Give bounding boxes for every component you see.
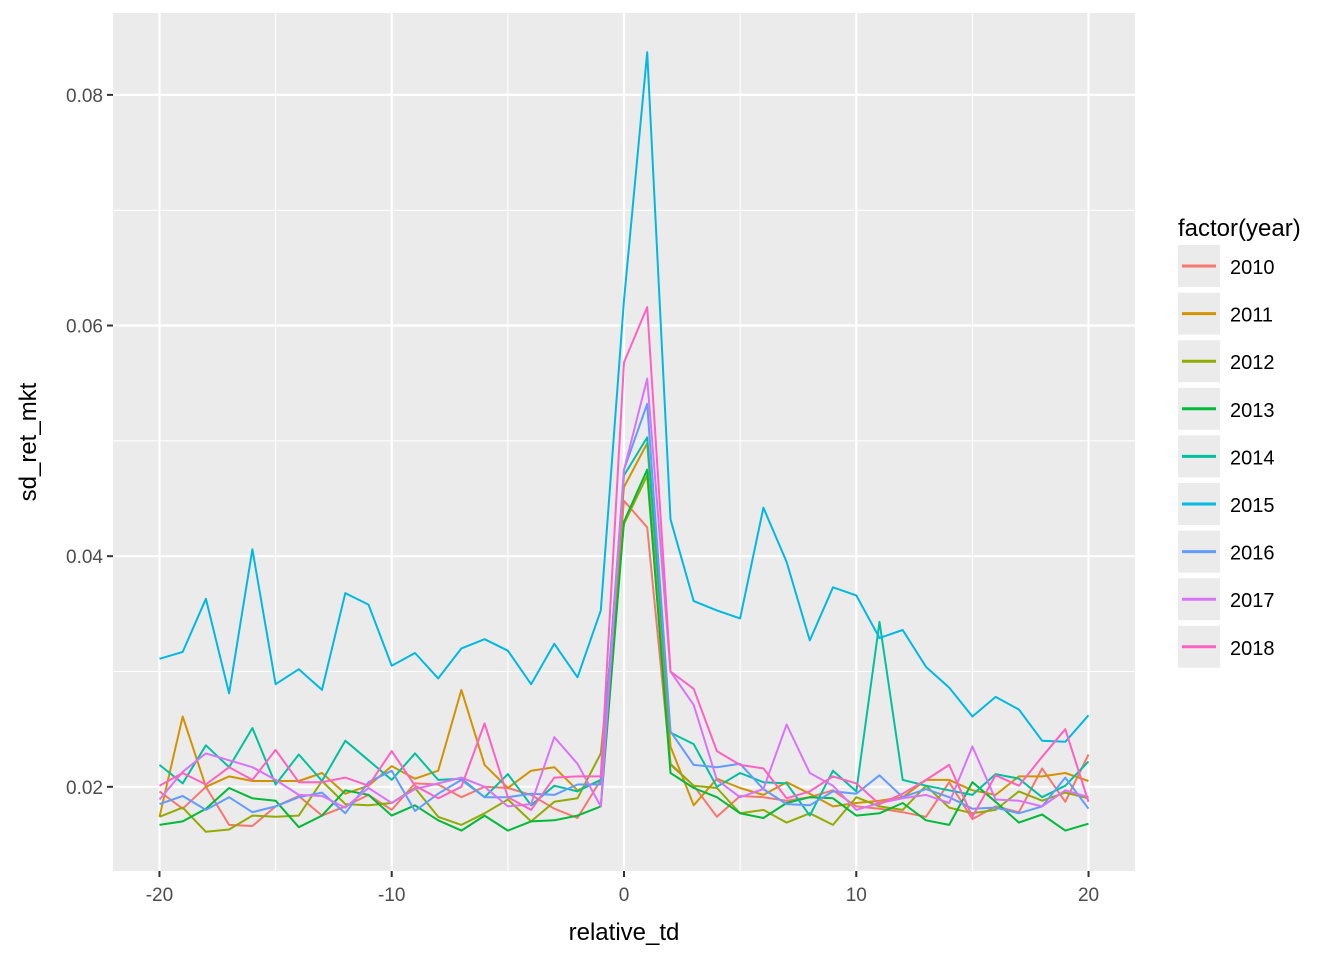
legend-item-2012: 2012	[1178, 340, 1275, 383]
legend-label: 2011	[1230, 305, 1273, 327]
y-tick-label: 0.04	[66, 547, 103, 568]
legend-item-2018: 2018	[1178, 625, 1275, 668]
y-axis: 0.02 0.04 0.06 0.08	[66, 86, 113, 799]
x-tick-label: 10	[846, 885, 867, 906]
series-line-2017	[158, 377, 1089, 811]
x-tick-label: 20	[1078, 885, 1099, 906]
legend-item-2015: 2015	[1178, 483, 1275, 525]
y-axis-label: sd_ret_mkt	[15, 382, 42, 501]
y-tick-label: 0.02	[66, 778, 103, 799]
grid-major	[113, 13, 1135, 871]
x-axis-label: relative_td	[569, 919, 680, 946]
legend-label: 2013	[1230, 400, 1275, 422]
x-tick-label: -10	[378, 885, 405, 906]
legend-item-2014: 2014	[1178, 435, 1275, 478]
series-line-2013	[159, 468, 1089, 832]
legend-label: 2017	[1230, 590, 1275, 612]
series-line-2010	[158, 499, 1090, 827]
legend-label: 2012	[1230, 352, 1275, 374]
legend-label: 2014	[1230, 447, 1275, 469]
legend-label: 2010	[1230, 257, 1275, 279]
legend-item-2013: 2013	[1178, 387, 1275, 430]
x-axis: -20 -10 0 10 20	[146, 871, 1099, 906]
legend: factor(year) 2010 2011 2012 2013 2014 2015 201…	[1178, 215, 1301, 668]
x-tick-label: 0	[619, 885, 630, 906]
legend-item-2010: 2010	[1178, 245, 1275, 287]
legend-label: 2016	[1230, 543, 1275, 565]
series-line-2015	[159, 51, 1090, 743]
x-tick-label: -20	[146, 885, 173, 906]
legend-item-2017: 2017	[1178, 578, 1275, 621]
series-lines	[158, 51, 1090, 833]
legend-item-2016: 2016	[1178, 530, 1275, 573]
y-tick-label: 0.06	[66, 317, 103, 338]
legend-label: 2018	[1230, 638, 1275, 660]
legend-item-2011: 2011	[1178, 292, 1273, 335]
y-tick-label: 0.08	[66, 86, 103, 107]
series-line-2018	[159, 306, 1090, 818]
legend-label: 2015	[1230, 495, 1275, 517]
legend-title: factor(year)	[1178, 215, 1301, 242]
